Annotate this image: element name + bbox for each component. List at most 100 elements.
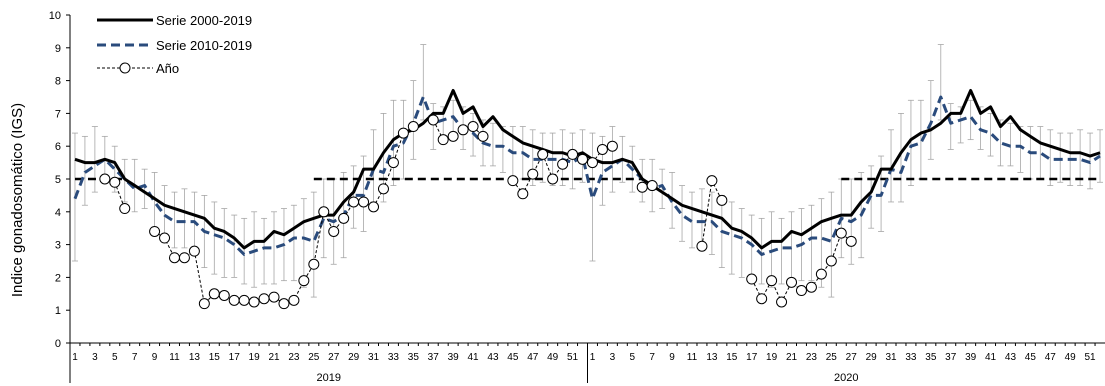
data-point bbox=[178, 252, 190, 264]
x-tick-label: 47 bbox=[527, 352, 539, 363]
x-tick-label: 23 bbox=[806, 352, 818, 363]
x-tick-label: 25 bbox=[308, 352, 320, 363]
data-point bbox=[795, 285, 807, 297]
data-point bbox=[238, 294, 250, 306]
data-point bbox=[318, 206, 330, 218]
series-line-2010-2019 bbox=[73, 95, 1101, 256]
y-tick-label: 9 bbox=[55, 43, 61, 55]
data-point bbox=[358, 196, 370, 208]
data-point bbox=[407, 121, 419, 133]
data-point bbox=[547, 173, 559, 185]
x-tick-label: 17 bbox=[229, 352, 241, 363]
y-ticks: 0 1 2 3 4 5 6 7 8 9 10 bbox=[49, 10, 70, 350]
x-tick-label: 37 bbox=[945, 352, 957, 363]
x-tick-label: 39 bbox=[965, 352, 977, 363]
x-tick-label: 3 bbox=[92, 352, 98, 363]
x-tick-label: 11 bbox=[169, 352, 180, 363]
y-tick-label: 0 bbox=[55, 338, 61, 350]
x-tick-label: 31 bbox=[368, 352, 380, 363]
data-point bbox=[706, 175, 718, 187]
data-point bbox=[467, 121, 479, 133]
data-point bbox=[477, 130, 489, 142]
data-point bbox=[646, 180, 658, 192]
x-tick-label: 9 bbox=[669, 352, 675, 363]
data-point bbox=[776, 296, 788, 308]
y-tick-label: 8 bbox=[55, 76, 61, 88]
data-point bbox=[218, 289, 230, 301]
y-tick-label: 6 bbox=[55, 141, 61, 153]
x-tick-label: 5 bbox=[112, 352, 118, 363]
data-point bbox=[338, 212, 350, 224]
data-point bbox=[447, 130, 459, 142]
data-point bbox=[567, 148, 579, 160]
legend-label: Año bbox=[156, 61, 179, 76]
x-tick-label: 13 bbox=[706, 352, 718, 363]
x-tick-label: 7 bbox=[132, 352, 138, 363]
legend-label: Serie 2010-2019 bbox=[156, 38, 252, 53]
error-bars bbox=[71, 44, 1104, 298]
x-tick-label: 1 bbox=[72, 352, 78, 363]
year-labels: 2019 2020 bbox=[317, 372, 859, 384]
data-point bbox=[268, 291, 280, 303]
year-label: 2019 bbox=[317, 372, 341, 384]
x-tick-label: 43 bbox=[1005, 352, 1017, 363]
data-point bbox=[825, 255, 837, 267]
data-point bbox=[288, 294, 300, 306]
x-tick-label: 33 bbox=[905, 352, 917, 363]
y-tick-label: 2 bbox=[55, 272, 61, 284]
data-point bbox=[348, 196, 360, 208]
x-tick-label: 43 bbox=[487, 352, 499, 363]
x-tick-label: 37 bbox=[428, 352, 440, 363]
data-point bbox=[397, 127, 409, 139]
data-point bbox=[208, 288, 220, 300]
data-point bbox=[188, 245, 200, 257]
x-tick-label: 3 bbox=[610, 352, 616, 363]
y-tick-label: 7 bbox=[55, 108, 61, 120]
series-lines bbox=[73, 88, 1101, 305]
y-tick-label: 5 bbox=[55, 174, 61, 186]
x-tick-label: 39 bbox=[448, 352, 460, 363]
data-point bbox=[168, 252, 180, 264]
data-point bbox=[258, 293, 270, 305]
data-point bbox=[786, 276, 798, 288]
data-point bbox=[368, 201, 380, 213]
x-tick-label: 13 bbox=[189, 352, 201, 363]
data-point bbox=[248, 296, 260, 308]
y-tick-label: 3 bbox=[55, 240, 61, 252]
data-point bbox=[746, 273, 758, 285]
x-tick-label: 11 bbox=[687, 352, 698, 363]
data-point bbox=[716, 194, 728, 206]
y-tick-label: 10 bbox=[49, 10, 61, 22]
x-tick-label: 41 bbox=[467, 352, 479, 363]
data-point bbox=[99, 173, 111, 185]
data-point bbox=[815, 268, 827, 280]
year-markers bbox=[99, 114, 857, 310]
x-tick-label: 33 bbox=[388, 352, 400, 363]
x-tick-label: 15 bbox=[726, 352, 738, 363]
data-point bbox=[149, 225, 161, 237]
x-tick-label: 29 bbox=[866, 352, 878, 363]
x-tick-label: 21 bbox=[268, 352, 280, 363]
axes bbox=[69, 15, 1105, 383]
series-line-2000-2019 bbox=[74, 88, 1101, 250]
x-tick-label: 15 bbox=[209, 352, 221, 363]
y-axis-title: Indice gonadosomático (IGS) bbox=[9, 103, 26, 297]
data-point bbox=[845, 235, 857, 247]
x-tick-label: 49 bbox=[547, 352, 559, 363]
x-tick-label: 27 bbox=[846, 352, 858, 363]
x-tick-label: 45 bbox=[507, 352, 519, 363]
data-point bbox=[387, 157, 399, 169]
data-point bbox=[586, 157, 598, 169]
data-point bbox=[109, 176, 121, 188]
data-point bbox=[457, 124, 469, 136]
legend: Serie 2000-2019 Serie 2010-2019 Año bbox=[97, 13, 252, 76]
x-tick-label: 29 bbox=[348, 352, 360, 363]
x-tick-label: 23 bbox=[288, 352, 300, 363]
data-point bbox=[377, 183, 389, 195]
x-tick-label: 31 bbox=[885, 352, 897, 363]
x-tick-label: 9 bbox=[152, 352, 158, 363]
data-point bbox=[278, 298, 290, 310]
data-point bbox=[756, 293, 768, 305]
x-tick-label: 35 bbox=[408, 352, 420, 363]
